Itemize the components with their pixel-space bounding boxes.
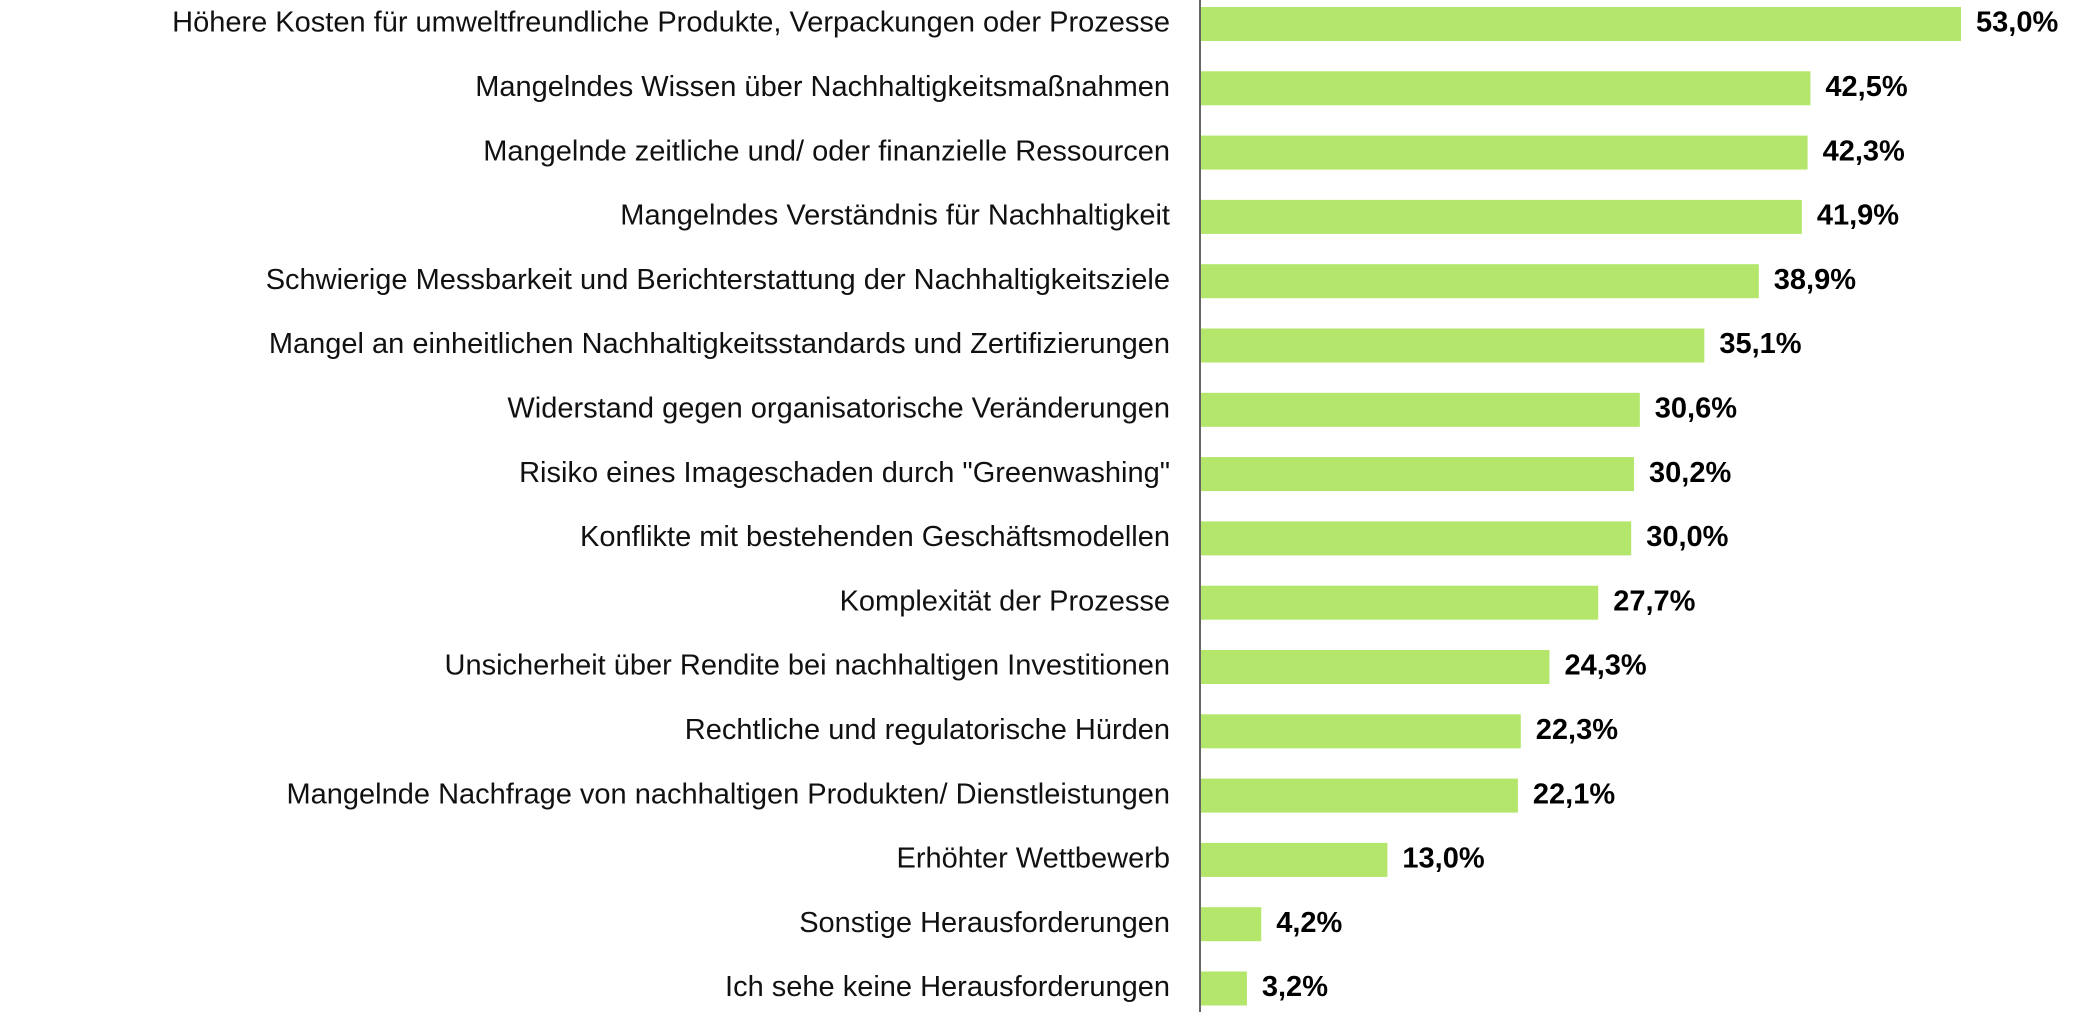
- bar: [1201, 457, 1635, 492]
- bar: [1201, 585, 1599, 620]
- category-label: Widerstand gegen organisatorische Veränd…: [507, 392, 1170, 424]
- bar: [1201, 392, 1640, 427]
- value-label: 35,1%: [1719, 328, 1801, 360]
- category-label: Schwierige Messbarkeit und Berichterstat…: [266, 264, 1170, 296]
- bar: [1201, 328, 1705, 363]
- category-label: Erhöhter Wettbewerb: [897, 843, 1171, 875]
- value-label: 13,0%: [1402, 843, 1484, 875]
- value-label: 4,2%: [1276, 907, 1342, 939]
- bar: [1201, 650, 1550, 684]
- bar: [1201, 778, 1518, 813]
- category-label: Rechtliche und regulatorische Hürden: [685, 714, 1170, 746]
- value-label: 42,5%: [1825, 71, 1907, 103]
- value-label: 38,9%: [1774, 264, 1856, 296]
- value-label: 27,7%: [1613, 585, 1695, 617]
- bar: [1201, 521, 1632, 556]
- value-label: 30,2%: [1649, 457, 1731, 489]
- bar: [1201, 907, 1262, 942]
- bar: [1201, 135, 1808, 170]
- value-label: 22,3%: [1536, 714, 1618, 746]
- category-label: Mangelndes Verständnis für Nachhaltigkei…: [620, 200, 1170, 232]
- category-label: Mangelndes Wissen über Nachhaltigkeitsma…: [475, 71, 1170, 103]
- bar: [1201, 264, 1759, 299]
- value-label: 53,0%: [1976, 7, 2058, 39]
- category-label: Mangelnde zeitliche und/ oder finanziell…: [483, 135, 1170, 167]
- bar: [1201, 71, 1811, 106]
- value-label: 24,3%: [1564, 650, 1646, 682]
- bar: [1201, 971, 1247, 1006]
- category-label: Risiko eines Imageschaden durch "Greenwa…: [519, 457, 1170, 489]
- category-label: Konflikte mit bestehenden Geschäftsmodel…: [580, 521, 1170, 553]
- bar: [1201, 842, 1388, 877]
- category-label: Sonstige Herausforderungen: [799, 907, 1170, 939]
- bar: [1201, 714, 1521, 749]
- bar: [1201, 199, 1802, 234]
- value-label: 22,1%: [1533, 778, 1615, 810]
- category-label: Komplexität der Prozesse: [840, 585, 1170, 617]
- category-label: Unsicherheit über Rendite bei nachhaltig…: [445, 650, 1170, 682]
- value-label: 30,0%: [1646, 521, 1728, 553]
- category-label: Mangelnde Nachfrage von nachhaltigen Pro…: [287, 778, 1170, 810]
- value-label: 3,2%: [1262, 971, 1328, 1003]
- value-label: 41,9%: [1817, 200, 1899, 232]
- value-label: 30,6%: [1655, 392, 1737, 424]
- category-label: Mangel an einheitlichen Nachhaltigkeitss…: [269, 328, 1170, 360]
- category-label: Ich sehe keine Herausforderungen: [725, 971, 1170, 1003]
- value-label: 42,3%: [1823, 135, 1905, 167]
- bar: [1201, 7, 1961, 41]
- category-label: Höhere Kosten für umweltfreundliche Prod…: [172, 7, 1170, 39]
